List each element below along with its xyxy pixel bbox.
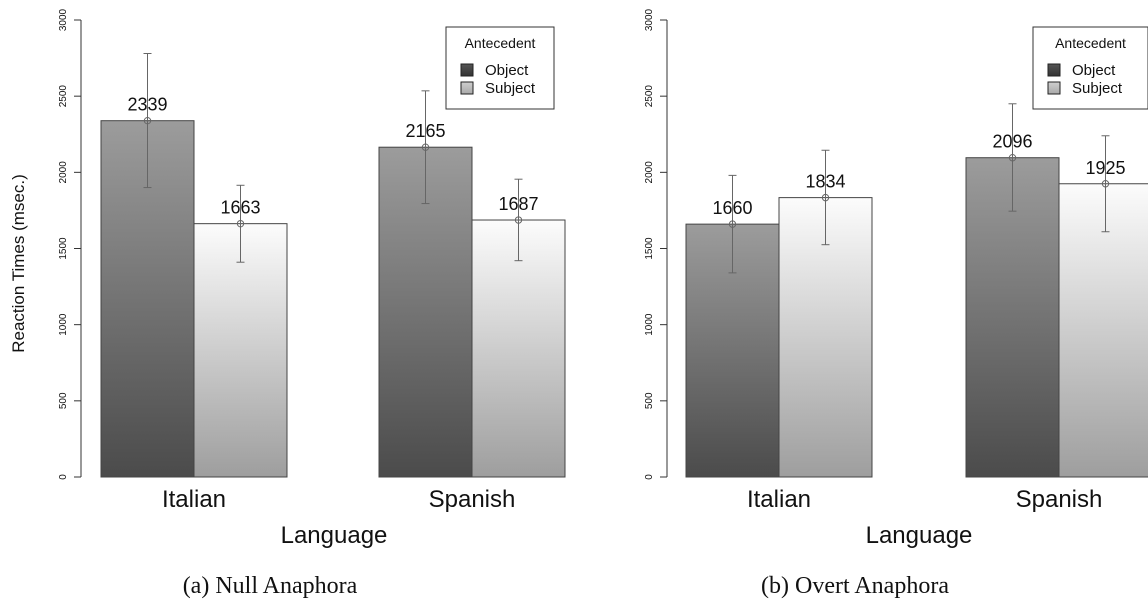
y-tick-label: 1500 [58,237,69,260]
mean-point [143,116,152,125]
y-tick-label: 2500 [644,85,655,108]
legend-title: Antecedent [465,35,536,51]
legend-swatch-subject [1047,81,1061,95]
x-category-label: Spanish [429,486,516,513]
bar-value-label: 2339 [127,95,167,115]
bar-value-label: 2096 [992,132,1032,152]
bar-value-label: 1834 [805,172,845,192]
y-tick-label: 3000 [58,8,69,31]
y-tick-label: 2500 [58,85,69,108]
mean-point [1008,154,1017,162]
y-tick-label: 500 [644,392,655,409]
y-axis-label: Reaction Times (msec.) [9,174,28,353]
bar-value-label: 1663 [220,198,260,218]
x-axis-label: Language [281,522,388,549]
mean-point [728,220,737,228]
x-category-label: Spanish [1016,486,1103,513]
bar-value-label: 1660 [712,198,752,218]
bar-value-label: 1687 [498,194,538,214]
bar-value-label: 2165 [405,121,445,141]
y-tick-label: 1500 [644,237,655,260]
mean-point [821,193,830,202]
y-tick-label: 0 [644,474,655,480]
x-category-label: Italian [162,486,226,513]
mean-point [514,216,523,224]
legend-label-subject: Subject [1072,80,1123,97]
y-tick-label: 3000 [644,8,655,31]
panel-overt-anaphora: 0 500 1000 1500 2000 2500 3000 1660 1834 Italian 2… [644,8,1148,599]
figure-caption: (a) Null Anaphora [183,573,358,599]
mean-point [421,143,430,151]
x-axis-label: Language [866,522,973,549]
legend-swatch-subject [460,81,474,95]
figure-caption: (b) Overt Anaphora [761,573,949,599]
y-tick-label: 2000 [58,161,69,184]
mean-point [1101,180,1110,188]
legend-swatch-object [460,63,474,77]
y-tick-label: 1000 [644,313,655,336]
legend-label-subject: Subject [485,80,536,97]
bar-subject-spanish [1058,183,1148,478]
y-tick-label: 2000 [644,161,655,184]
bar-subject-italian [193,223,288,478]
legend-label-object: Object [1072,62,1116,79]
legend-title: Antecedent [1055,35,1126,51]
y-tick-label: 500 [58,392,69,409]
y-tick-label: 1000 [58,313,69,336]
y-tick-label: 0 [58,474,69,480]
panel-null-anaphora: 0 500 1000 1500 2000 2500 3000 Reaction Times (… [9,8,566,599]
bar-value-label: 1925 [1085,158,1125,178]
mean-point [236,219,245,228]
legend-swatch-object [1047,63,1061,77]
x-category-label: Italian [747,486,811,513]
legend-label-object: Object [485,62,529,79]
